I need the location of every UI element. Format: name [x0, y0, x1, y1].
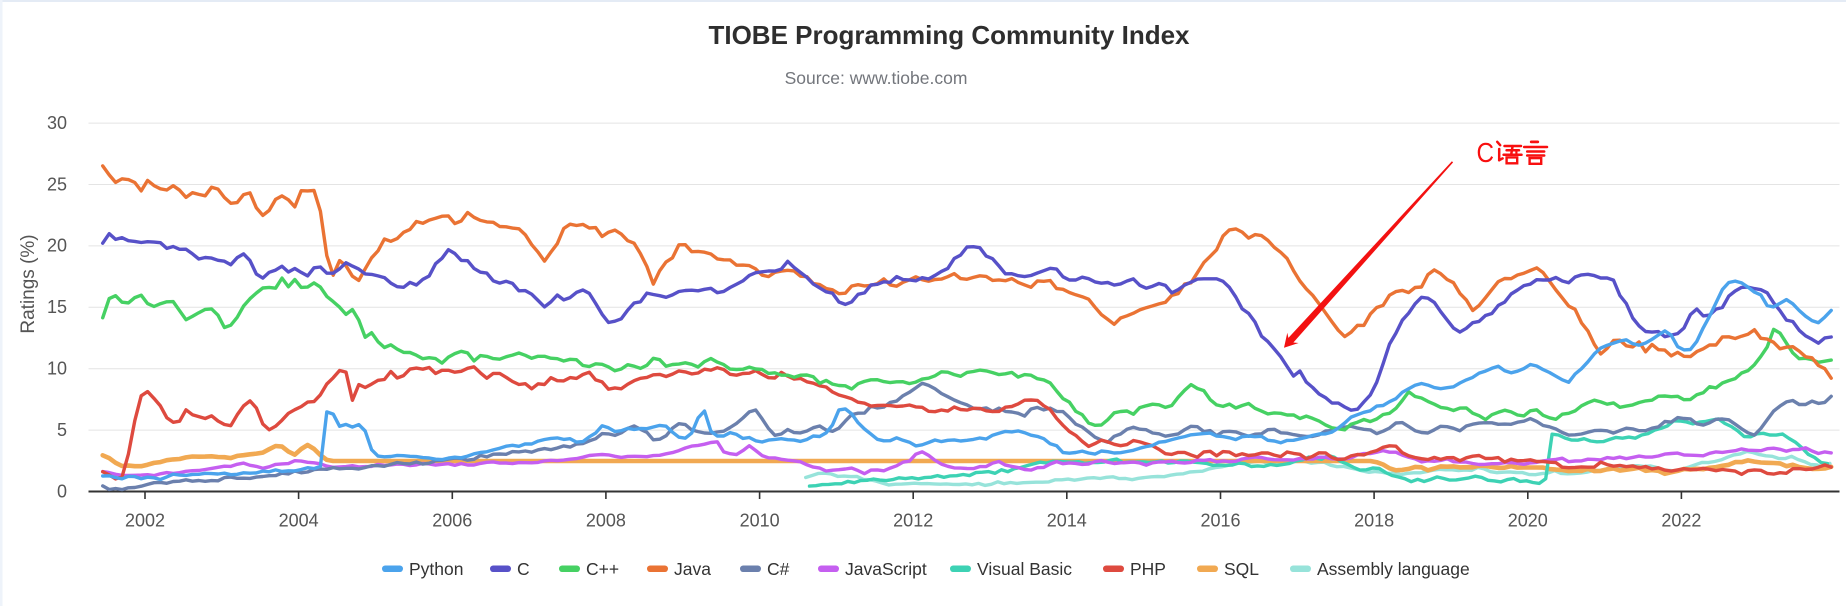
svg-text:2014: 2014 [1047, 511, 1087, 531]
svg-text:SQL: SQL [1224, 559, 1259, 579]
svg-text:2018: 2018 [1354, 511, 1394, 531]
svg-text:2020: 2020 [1508, 511, 1548, 531]
svg-text:JavaScript: JavaScript [845, 559, 927, 579]
svg-text:2022: 2022 [1661, 511, 1701, 531]
svg-text:25: 25 [47, 174, 67, 194]
svg-text:C: C [1477, 137, 1495, 168]
svg-text:2004: 2004 [279, 511, 319, 531]
svg-text:30: 30 [47, 113, 67, 133]
svg-text:2008: 2008 [586, 511, 626, 531]
svg-text:5: 5 [57, 420, 67, 440]
svg-text:2002: 2002 [125, 511, 165, 531]
svg-text:Java: Java [674, 559, 711, 579]
svg-text:2012: 2012 [893, 511, 933, 531]
svg-text:0: 0 [57, 481, 67, 501]
svg-text:Source: www.tiobe.com: Source: www.tiobe.com [785, 68, 968, 88]
svg-text:C: C [517, 559, 530, 579]
svg-text:Ratings (%): Ratings (%) [18, 234, 39, 333]
svg-text:Assembly language: Assembly language [1317, 559, 1470, 579]
svg-text:2006: 2006 [432, 511, 472, 531]
svg-text:PHP: PHP [1130, 559, 1166, 579]
svg-text:Visual Basic: Visual Basic [977, 559, 1072, 579]
svg-text:15: 15 [47, 297, 67, 317]
svg-text:C#: C# [767, 559, 790, 579]
svg-text:20: 20 [47, 236, 67, 256]
svg-text:2016: 2016 [1200, 511, 1240, 531]
svg-text:Python: Python [409, 559, 463, 579]
svg-text:10: 10 [47, 359, 67, 379]
svg-text:C++: C++ [586, 559, 619, 579]
svg-text:TIOBE Programming Community In: TIOBE Programming Community Index [708, 20, 1190, 50]
svg-text:2010: 2010 [740, 511, 780, 531]
